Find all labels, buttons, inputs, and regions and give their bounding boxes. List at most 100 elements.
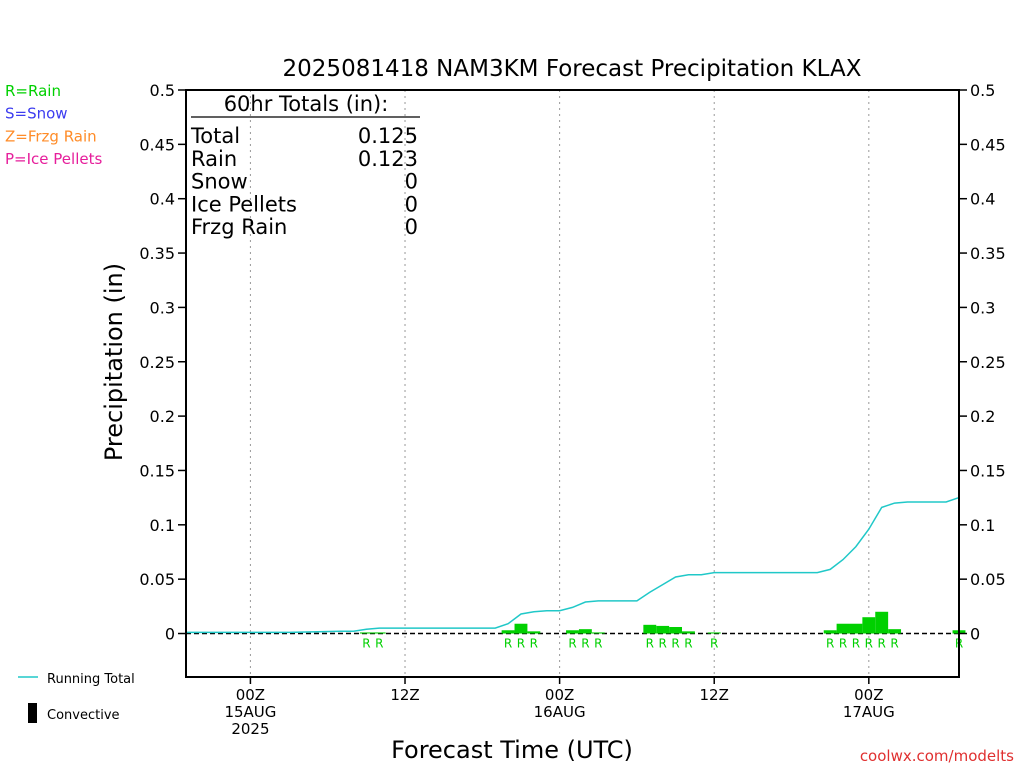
totals-label: Total — [190, 124, 240, 148]
vertical-grid — [249, 90, 870, 677]
y-tick-label: 0.4 — [970, 190, 995, 209]
precip-type-label: R — [375, 637, 383, 651]
x-tick-label: 15AUG — [224, 703, 276, 721]
y-axis-right: 0 0.05 0.1 0.15 0.2 0.25 0.3 0.35 0.4 0.45 0.5 — [959, 81, 1006, 644]
y-tick-label: 0.2 — [970, 407, 995, 426]
totals-label: Snow — [191, 170, 248, 194]
x-tick-label: 12Z — [700, 686, 729, 704]
y-tick-label: 0.2 — [150, 407, 175, 426]
x-tick-label: 00Z — [854, 686, 883, 704]
precip-type-label: R — [878, 637, 886, 651]
precip-type-label: R — [659, 637, 667, 651]
precip-bar — [682, 631, 695, 634]
y-tick-label: 0.35 — [139, 244, 175, 263]
y-tick-label: 0.25 — [970, 353, 1006, 372]
series-legend: Running Total Convective — [18, 672, 135, 723]
x-tick-label: 00Z — [545, 686, 574, 704]
totals-value: 0 — [405, 192, 418, 216]
y-tick-label: 0.3 — [970, 298, 995, 317]
precip-bar — [501, 630, 515, 634]
x-tick-label: 12Z — [390, 686, 419, 704]
precip-bar — [823, 630, 837, 634]
running-total-legend-label: Running Total — [47, 672, 135, 687]
totals-value: 0 — [405, 215, 418, 239]
totals-value: 0.125 — [358, 124, 418, 148]
precip-type-legend-item: R=Rain — [5, 82, 61, 100]
y-tick-label: 0.15 — [139, 461, 175, 480]
plot-frame — [185, 89, 960, 678]
precip-type-label: R — [581, 637, 589, 651]
precip-type-label: R — [684, 637, 692, 651]
precip-type-label: R — [890, 637, 898, 651]
y-tick-label: 0.1 — [150, 516, 175, 535]
precip-bar — [372, 632, 386, 634]
totals-header: 60hr Totals (in): — [224, 92, 389, 116]
precip-bar — [656, 625, 670, 634]
y-tick-label: 0.35 — [970, 244, 1006, 263]
precip-bar — [862, 617, 876, 634]
credit-text: coolwx.com/modelts — [860, 747, 1014, 765]
precip-type-label: R — [594, 637, 602, 651]
chart-title: 2025081418 NAM3KM Forecast Precipitation… — [283, 56, 862, 82]
y-axis-title: Precipitation (in) — [100, 263, 128, 461]
y-tick-label: 0.45 — [139, 135, 175, 154]
precip-type-label: R — [504, 637, 512, 651]
precip-type-label: R — [362, 637, 370, 651]
y-tick-label: 0 — [970, 625, 980, 644]
precip-bar — [669, 626, 683, 634]
y-tick-label: 0.5 — [150, 81, 175, 100]
precip-bar — [875, 611, 889, 634]
totals-value: 0.123 — [358, 147, 418, 171]
precip-type-label: R — [646, 637, 654, 651]
convective-legend-label: Convective — [47, 708, 120, 723]
running-total-layer — [186, 496, 960, 634]
totals-label: Rain — [191, 147, 237, 171]
totals-value: 0 — [405, 170, 418, 194]
y-tick-label: 0.5 — [970, 81, 995, 100]
precip-type-legend-item: S=Snow — [5, 105, 68, 123]
precip-type-label: R — [826, 637, 834, 651]
precip-bar — [707, 632, 721, 634]
precip-bar — [566, 630, 579, 634]
totals-label: Ice Pellets — [191, 192, 297, 216]
precip-type-legend: R=Rain S=Snow Z=Frzg Rain P=Ice Pellets — [5, 82, 102, 168]
precip-bar — [578, 629, 592, 634]
precip-type-label: R — [710, 637, 718, 651]
y-tick-label: 0.25 — [139, 353, 175, 372]
precip-bar — [888, 629, 902, 634]
precip-type-label: R — [530, 637, 538, 651]
precip-type-label: R — [865, 637, 873, 651]
x-tick-label: 2025 — [231, 720, 269, 738]
precip-type-label: R — [852, 637, 860, 651]
y-tick-label: 0.4 — [150, 190, 175, 209]
x-tick-label: 00Z — [236, 686, 265, 704]
totals-box: 60hr Totals (in): Total 0.125 Rain 0.123 Snow… — [190, 92, 420, 239]
precip-bar — [643, 624, 657, 634]
precip-bar — [849, 623, 863, 634]
precip-bar — [591, 632, 605, 634]
precip-bar — [836, 623, 850, 634]
y-tick-label: 0.05 — [139, 570, 175, 589]
convective-legend-swatch — [28, 703, 37, 723]
y-axis-left: 0 0.05 0.1 0.15 0.2 0.25 0.3 0.35 0.4 0.45 0.5 — [139, 81, 186, 644]
x-tick-label: 17AUG — [843, 703, 895, 721]
y-tick-label: 0.15 — [970, 461, 1006, 480]
precip-type-label: R — [671, 637, 679, 651]
y-tick-label: 0.45 — [970, 135, 1006, 154]
running-total-line — [186, 496, 960, 634]
y-tick-label: 0.3 — [150, 298, 175, 317]
precip-type-label: R — [839, 637, 847, 651]
x-axis-title: Forecast Time (UTC) — [391, 736, 633, 764]
precip-type-label: R — [568, 637, 576, 651]
precip-type-label: R — [517, 637, 525, 651]
precip-bar — [527, 631, 541, 634]
y-tick-label: 0.1 — [970, 516, 995, 535]
y-tick-label: 0 — [165, 625, 175, 644]
x-tick-label: 16AUG — [534, 703, 586, 721]
precip-type-legend-item: P=Ice Pellets — [5, 150, 102, 168]
totals-label: Frzg Rain — [191, 215, 287, 239]
